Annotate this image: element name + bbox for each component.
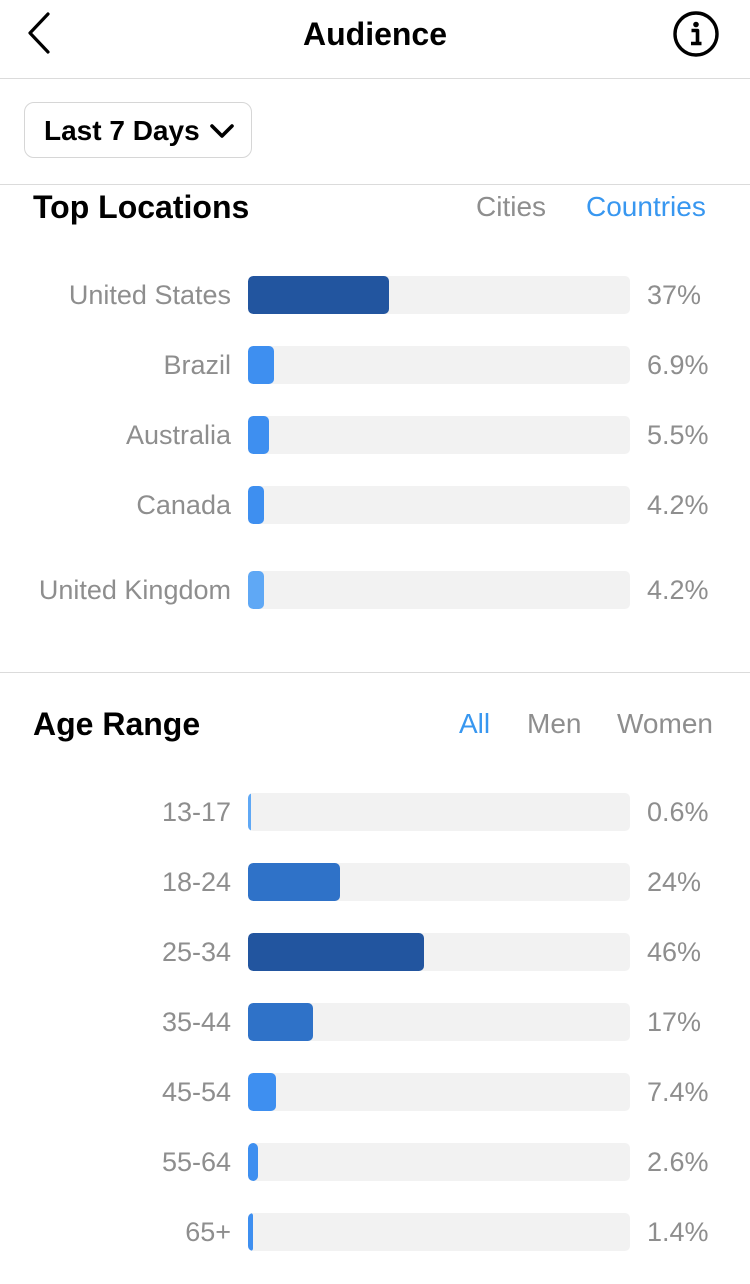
age-value: 7.4% bbox=[647, 1077, 709, 1107]
location-label: United Kingdom bbox=[38, 575, 231, 605]
age-bar-fill bbox=[248, 793, 251, 831]
location-label: Australia bbox=[125, 420, 231, 450]
location-value: 5.5% bbox=[647, 420, 709, 450]
section-divider bbox=[0, 672, 750, 673]
age-bar-track bbox=[248, 863, 630, 901]
chevron-down-icon bbox=[210, 124, 234, 138]
location-label: United States bbox=[68, 280, 231, 310]
age-bar-fill bbox=[248, 933, 424, 971]
tab-countries[interactable]: Countries bbox=[586, 191, 706, 222]
age-value: 1.4% bbox=[647, 1217, 709, 1247]
location-label: Brazil bbox=[163, 350, 231, 380]
location-bar-track bbox=[248, 346, 630, 384]
date-range-label: Last 7 Days bbox=[44, 115, 200, 146]
location-bar-track bbox=[248, 571, 630, 609]
age-bar-fill bbox=[248, 1003, 313, 1041]
location-bar-fill bbox=[248, 571, 264, 609]
age-value: 24% bbox=[647, 867, 702, 897]
age-bar-fill bbox=[248, 1073, 276, 1111]
age-bar-track bbox=[248, 1143, 630, 1181]
tab-men[interactable]: Men bbox=[527, 708, 582, 739]
age-bar-fill bbox=[248, 1213, 253, 1251]
age-value: 17% bbox=[647, 1007, 702, 1037]
age-bar-track bbox=[248, 793, 630, 831]
age-bar-fill bbox=[248, 1143, 258, 1181]
location-label: Canada bbox=[136, 490, 231, 520]
date-range-dropdown[interactable]: Last 7 Days bbox=[24, 102, 252, 158]
age-label: 18-24 bbox=[161, 867, 231, 897]
age-bar-track bbox=[248, 933, 630, 971]
location-bar-track bbox=[248, 486, 630, 524]
top-nav-bar: Audience bbox=[0, 0, 750, 79]
age-label: 25-34 bbox=[161, 937, 231, 967]
age-value: 2.6% bbox=[647, 1147, 709, 1177]
age-value: 46% bbox=[647, 937, 702, 967]
location-bar-fill bbox=[248, 276, 389, 314]
info-button[interactable] bbox=[672, 10, 720, 58]
age-value: 0.6% bbox=[647, 797, 709, 827]
location-value: 4.2% bbox=[647, 575, 709, 605]
location-value: 4.2% bbox=[647, 490, 709, 520]
age-bar-track bbox=[248, 1213, 630, 1251]
location-value: 37% bbox=[647, 280, 702, 310]
age-bar-fill bbox=[248, 863, 340, 901]
location-bar-track bbox=[248, 416, 630, 454]
age-bar-track bbox=[248, 1073, 630, 1111]
info-icon bbox=[673, 11, 719, 57]
location-bar-fill bbox=[248, 346, 274, 384]
tab-all[interactable]: All bbox=[459, 708, 491, 739]
location-bar-fill bbox=[248, 416, 269, 454]
chevron-left-icon bbox=[28, 12, 50, 54]
age-range-title: Age Range bbox=[33, 706, 201, 742]
age-label: 13-17 bbox=[161, 797, 231, 827]
top-locations-title: Top Locations bbox=[33, 189, 250, 225]
date-range-bar: Last 7 Days bbox=[0, 79, 750, 185]
age-label: 45-54 bbox=[161, 1077, 231, 1107]
tab-women[interactable]: Women bbox=[617, 708, 713, 739]
age-bar-track bbox=[248, 1003, 630, 1041]
age-label: 35-44 bbox=[161, 1007, 231, 1037]
page-title: Audience bbox=[302, 16, 448, 52]
location-bar-fill bbox=[248, 486, 264, 524]
location-bar-track bbox=[248, 276, 630, 314]
location-value: 6.9% bbox=[647, 350, 709, 380]
back-button[interactable] bbox=[18, 8, 62, 58]
tab-cities[interactable]: Cities bbox=[476, 191, 547, 222]
age-label: 55-64 bbox=[161, 1147, 231, 1177]
age-label: 65+ bbox=[185, 1217, 231, 1247]
